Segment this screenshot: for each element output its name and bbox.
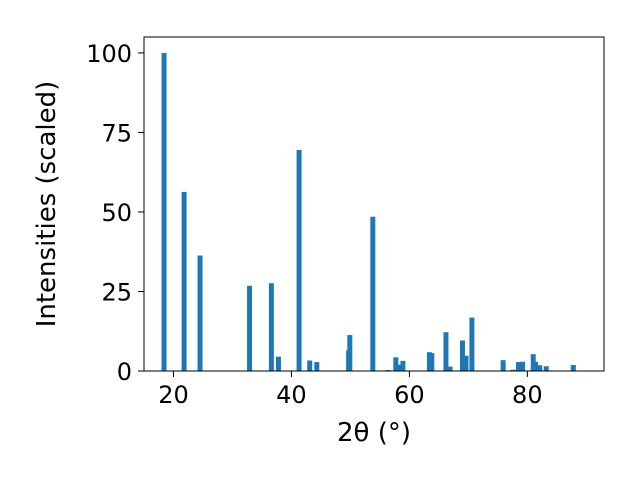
bar bbox=[537, 365, 543, 371]
bar bbox=[570, 364, 576, 371]
bar bbox=[429, 353, 435, 371]
y-tick-label: 50 bbox=[101, 199, 132, 227]
bar bbox=[500, 360, 506, 371]
bar bbox=[510, 369, 516, 371]
bar bbox=[347, 335, 353, 371]
y-tick-label: 100 bbox=[86, 40, 132, 68]
bar bbox=[161, 52, 167, 372]
bar bbox=[515, 362, 521, 371]
bar bbox=[469, 317, 475, 371]
bar bbox=[533, 361, 539, 371]
y-tick-label: 75 bbox=[101, 119, 132, 147]
x-tick-label: 20 bbox=[158, 381, 189, 409]
bar bbox=[275, 356, 281, 371]
x-axis-label: 2θ (°) bbox=[337, 418, 411, 448]
bar bbox=[307, 360, 313, 371]
bar bbox=[459, 340, 465, 371]
bar bbox=[393, 357, 399, 371]
bar bbox=[396, 364, 402, 371]
bar bbox=[314, 362, 320, 371]
bar bbox=[247, 285, 253, 371]
bars-group bbox=[161, 52, 576, 372]
bar bbox=[447, 366, 453, 371]
bar bbox=[370, 216, 376, 371]
bar bbox=[463, 355, 469, 371]
y-tick-label: 0 bbox=[117, 358, 132, 386]
bar bbox=[400, 360, 406, 371]
y-axis-label: Intensities (scaled) bbox=[32, 81, 62, 328]
x-tick-label: 60 bbox=[394, 381, 425, 409]
bar bbox=[197, 255, 203, 371]
bar bbox=[296, 149, 302, 371]
bar bbox=[443, 332, 449, 371]
y-tick-label: 25 bbox=[101, 278, 132, 306]
x-axis-ticks: 20 40 60 80 bbox=[158, 371, 543, 409]
x-tick-label: 80 bbox=[512, 381, 543, 409]
x-tick-label: 40 bbox=[276, 381, 307, 409]
bar bbox=[543, 366, 549, 371]
y-axis-ticks: 0 25 50 75 100 bbox=[86, 40, 144, 386]
bar bbox=[520, 361, 526, 371]
bar bbox=[268, 283, 274, 371]
bar bbox=[181, 191, 187, 371]
plot-frame bbox=[143, 36, 605, 372]
